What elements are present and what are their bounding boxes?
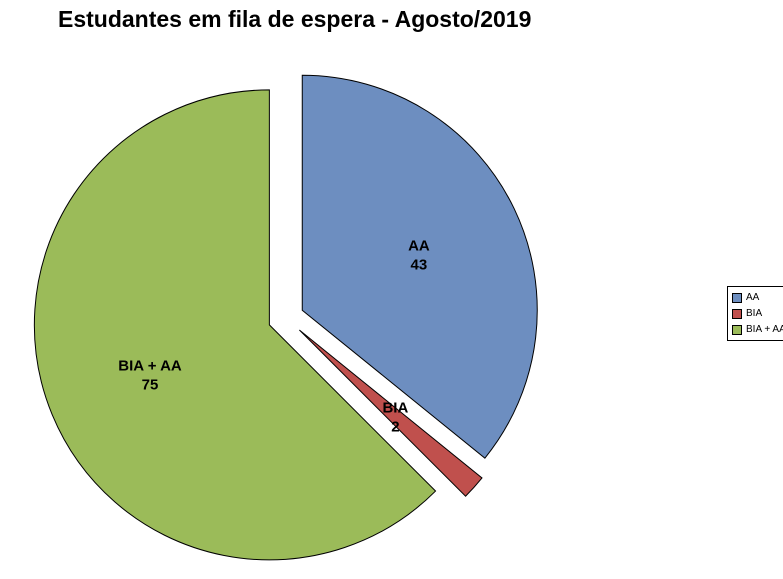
slice-label-value-bia-aa: 75 <box>142 376 159 393</box>
legend-label-aa: AA <box>746 292 760 303</box>
legend-entry-bia: BIA <box>732 308 783 319</box>
legend-entry-aa: AA <box>732 292 783 303</box>
slice-label-value-bia: 2 <box>391 419 399 436</box>
legend-label-bia: BIA <box>746 308 763 319</box>
pie-slice-aa <box>301 74 538 459</box>
pie-slice-bia-aa <box>33 89 437 561</box>
legend-swatch-bia-aa <box>732 324 742 335</box>
pie-slice-bia <box>299 329 483 497</box>
legend-label-bia-aa: BIA + AA <box>746 324 783 335</box>
chart-legend: AA BIA BIA + AA <box>727 286 783 341</box>
slice-label-name-aa: AA <box>408 238 430 255</box>
chart-title: Estudantes em fila de espera - Agosto/20… <box>58 6 532 32</box>
legend-swatch-aa <box>732 292 742 303</box>
slice-label-value-aa: 43 <box>411 257 428 274</box>
slice-label-name-bia: BIA <box>382 400 408 417</box>
slice-label-name-bia-aa: BIA + AA <box>118 357 182 374</box>
legend-entry-bia-aa: BIA + AA <box>732 324 783 335</box>
legend-swatch-bia <box>732 308 742 319</box>
